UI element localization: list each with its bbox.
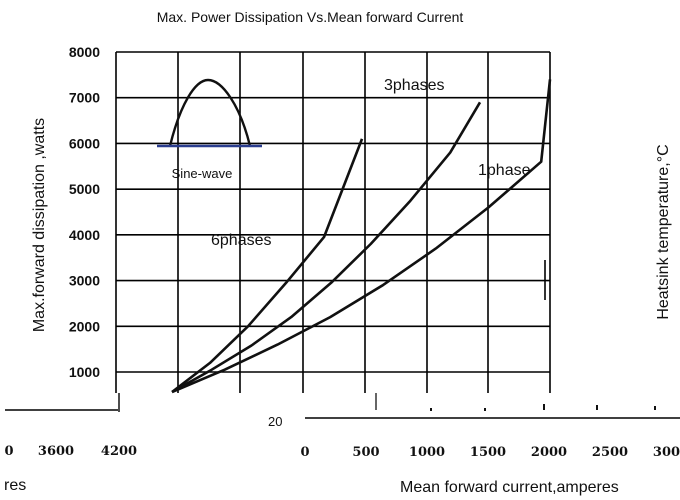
inset-label: Sine-wave bbox=[172, 166, 233, 181]
axis-speck bbox=[596, 405, 598, 410]
left-x-tick-label: 0 bbox=[4, 444, 13, 459]
y-tick-label: 1000 bbox=[69, 364, 100, 380]
partial-axis-value: 20 bbox=[268, 414, 282, 429]
y-tick-label: 3000 bbox=[69, 273, 100, 289]
y-axis-label: Max.forward dissipation ,watts bbox=[31, 118, 48, 332]
x-tick-label: 2500 bbox=[592, 445, 628, 460]
x-tick-label: 500 bbox=[352, 445, 379, 460]
series-label-1phase: 1phase bbox=[478, 162, 531, 179]
axis-speck bbox=[543, 404, 545, 410]
left-x-tick-label: 4200 bbox=[101, 444, 137, 459]
y2-axis-label: Heatsink temperature,°C bbox=[655, 144, 672, 319]
y-tick-label: 7000 bbox=[69, 90, 100, 106]
lower-axis-area: 20 bbox=[5, 393, 680, 429]
series-label-6phases: 6phases bbox=[211, 232, 272, 249]
x-tick-label: 3000 bbox=[653, 445, 680, 460]
sine-wave-inset: Sine-wave bbox=[157, 78, 262, 181]
left-x-axis-label: res bbox=[4, 477, 26, 494]
x-tick-label: 0 bbox=[300, 445, 309, 460]
x-tick-label: 1000 bbox=[409, 445, 445, 460]
x-tick-label: 1500 bbox=[470, 445, 506, 460]
series-label-3phases: 3phases bbox=[384, 77, 445, 94]
axis-speck bbox=[430, 408, 432, 411]
axis-speck bbox=[654, 406, 656, 410]
y-axis-ticks: 1000 2000 3000 4000 5000 6000 7000 8000 bbox=[69, 44, 100, 380]
series-line-1phase bbox=[171, 79, 552, 394]
x-tick-label: 2000 bbox=[531, 445, 567, 460]
chart-title: Max. Power Dissipation Vs.Mean forward C… bbox=[157, 9, 464, 25]
axis-speck bbox=[484, 408, 486, 411]
y-tick-label: 5000 bbox=[69, 181, 100, 197]
left-x-tick-label: 3600 bbox=[38, 444, 74, 459]
x-axis-ticks: 0 500 1000 1500 2000 2500 3000 bbox=[300, 445, 680, 460]
y-tick-label: 8000 bbox=[69, 44, 100, 60]
x-axis-label: Mean forward current,amperes bbox=[400, 479, 619, 496]
series-line-3phases bbox=[171, 101, 482, 394]
y-tick-label: 4000 bbox=[69, 227, 100, 243]
grid bbox=[115, 51, 551, 393]
series-line-6phases bbox=[171, 138, 364, 394]
series-curves bbox=[171, 79, 552, 394]
left-x-axis-ticks: 0 3600 4200 bbox=[4, 444, 137, 459]
y-tick-label: 2000 bbox=[69, 318, 100, 334]
sine-wave-shape bbox=[168, 78, 252, 147]
y-tick-label: 6000 bbox=[69, 135, 100, 151]
